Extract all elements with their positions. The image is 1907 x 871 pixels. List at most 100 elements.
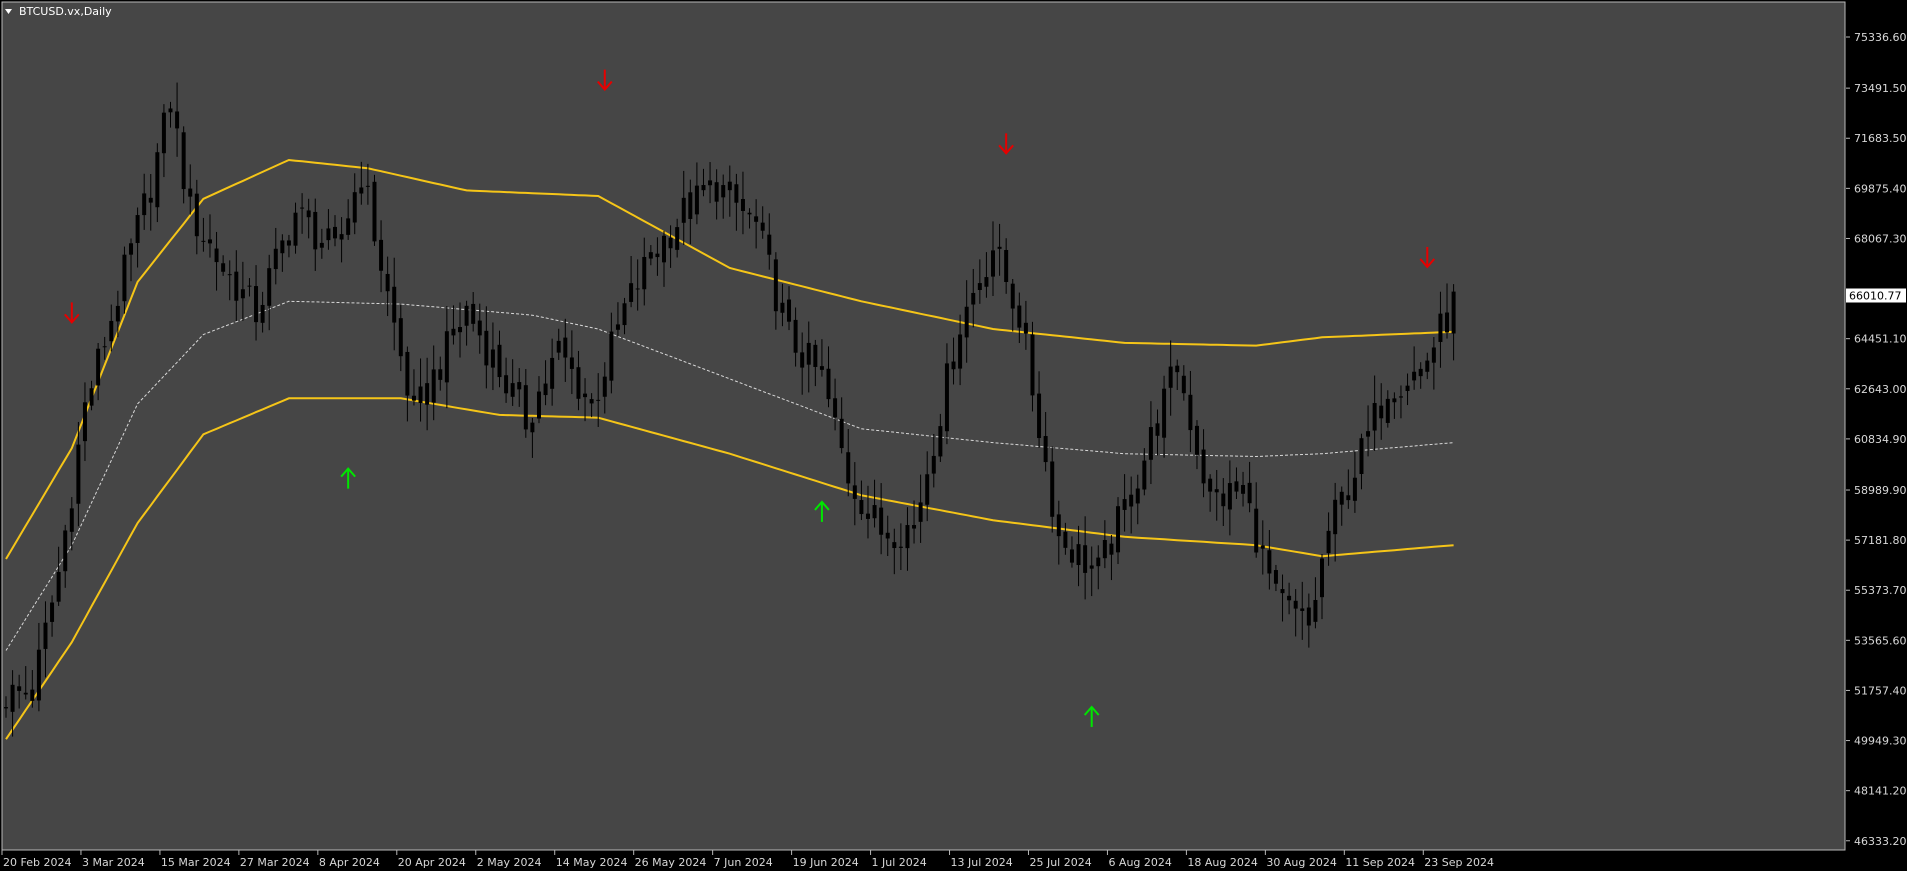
time-tick-label: 8 Apr 2024 xyxy=(319,856,380,869)
candle xyxy=(997,223,1002,276)
candle xyxy=(859,480,864,521)
candle xyxy=(1201,429,1206,498)
candle xyxy=(385,256,390,317)
candle xyxy=(398,305,403,372)
candle xyxy=(313,198,318,271)
candle xyxy=(813,339,818,387)
candle xyxy=(135,207,140,268)
candle xyxy=(1175,359,1180,390)
candle xyxy=(1109,534,1114,581)
candle xyxy=(1050,446,1055,533)
candle xyxy=(938,413,943,462)
price-tick-label: 46333.20 xyxy=(1854,835,1907,848)
buy-arrow-icon xyxy=(340,467,356,489)
candle xyxy=(1372,375,1377,451)
candle xyxy=(56,546,61,606)
candle xyxy=(254,265,259,341)
candle xyxy=(1162,375,1167,458)
candle xyxy=(69,497,74,551)
candle xyxy=(1379,383,1384,440)
candle xyxy=(918,474,923,543)
candle xyxy=(1168,340,1173,416)
candle xyxy=(530,417,535,458)
candle xyxy=(168,101,173,128)
candle xyxy=(727,165,732,217)
candle xyxy=(694,162,699,225)
candle xyxy=(1405,373,1410,406)
candle xyxy=(510,359,515,406)
candle xyxy=(1017,292,1022,344)
candle xyxy=(622,297,627,335)
plot-area[interactable] xyxy=(1,1,1846,851)
candle xyxy=(655,237,660,276)
candle xyxy=(431,345,436,421)
candle xyxy=(1451,284,1456,361)
candle xyxy=(306,198,311,239)
candle xyxy=(451,305,456,345)
candle xyxy=(609,312,614,394)
time-tick-label: 30 Aug 2024 xyxy=(1266,856,1336,869)
sell-arrow-icon xyxy=(64,302,80,324)
candle xyxy=(517,368,522,407)
candle xyxy=(1280,574,1285,622)
candle xyxy=(833,378,838,431)
buy-arrow-icon xyxy=(814,500,830,522)
candle xyxy=(629,255,634,308)
time-tick-label: 6 Aug 2024 xyxy=(1108,856,1171,869)
candle xyxy=(82,382,87,462)
time-tick-label: 26 May 2024 xyxy=(635,856,707,869)
time-tick-label: 15 Mar 2024 xyxy=(161,856,231,869)
upper-band-line xyxy=(5,158,1454,560)
candle xyxy=(76,421,81,527)
candle xyxy=(596,373,601,427)
candle xyxy=(984,252,989,298)
time-tick-label: 11 Sep 2024 xyxy=(1345,856,1415,869)
time-tick-label: 25 Jul 2024 xyxy=(1029,856,1091,869)
candle xyxy=(787,286,792,331)
candle xyxy=(1135,474,1140,525)
candle xyxy=(701,168,706,197)
candle xyxy=(865,485,870,539)
candle xyxy=(1267,530,1272,590)
candle xyxy=(826,346,831,408)
candle xyxy=(1385,390,1390,428)
candle xyxy=(1339,486,1344,526)
price-tick-label: 57181.80 xyxy=(1854,534,1907,547)
lower-band-line xyxy=(5,397,1454,740)
time-tick-label: 14 May 2024 xyxy=(556,856,628,869)
candle xyxy=(958,314,963,386)
sell-arrow-icon xyxy=(998,133,1014,155)
candle xyxy=(872,479,877,528)
candle xyxy=(458,302,463,358)
candle xyxy=(1333,482,1338,562)
price-tick-label: 48141.20 xyxy=(1854,785,1907,798)
symbol-menu-icon[interactable] xyxy=(5,9,12,14)
candle xyxy=(1148,401,1153,485)
candle xyxy=(201,217,206,252)
candle xyxy=(339,217,344,263)
candle xyxy=(951,337,956,385)
candle xyxy=(333,215,337,247)
candle xyxy=(1445,283,1450,339)
candle xyxy=(1273,564,1278,592)
candle xyxy=(767,213,772,270)
candle xyxy=(800,332,805,395)
current-price-tag: 66010.77 xyxy=(1846,288,1906,303)
current-price-label: 66010.77 xyxy=(1849,290,1902,303)
candle xyxy=(326,209,331,250)
time-tick-label: 20 Apr 2024 xyxy=(398,856,466,869)
candle xyxy=(438,356,443,391)
candle xyxy=(721,174,726,219)
candle xyxy=(17,674,22,709)
candle xyxy=(563,318,568,382)
candle xyxy=(4,696,8,718)
chart-title: BTCUSD.vx,Daily xyxy=(19,5,112,18)
candle xyxy=(1234,467,1239,499)
candle xyxy=(964,280,969,363)
candle xyxy=(418,358,423,422)
price-tick-label: 64451.10 xyxy=(1854,333,1907,346)
candle xyxy=(912,500,917,544)
candle xyxy=(569,330,574,395)
